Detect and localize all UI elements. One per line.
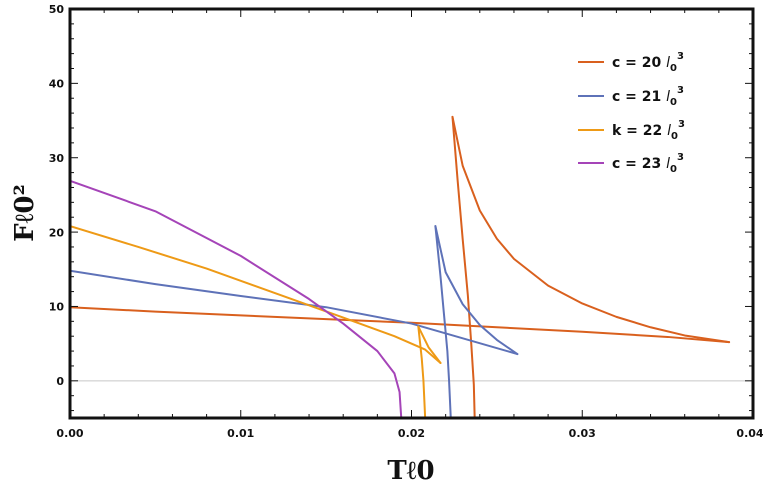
series-1-branch-0: [70, 269, 519, 356]
legend-label-3: c = 23 l03: [612, 152, 684, 175]
y-tick-label-3: 30: [49, 152, 65, 165]
y-tick-label-2: 20: [49, 226, 65, 239]
legend: c = 20 l03 c = 21 l03 k = 22 l03 c = 23 …: [578, 51, 685, 175]
series-layer: [70, 115, 731, 418]
x-tick-label-2: 0.02: [398, 427, 425, 440]
series-2-branch-2: [417, 325, 427, 418]
x-tick-label-4: 0.04: [736, 427, 763, 440]
legend-label-2: k = 22 l03: [612, 119, 685, 142]
legend-label-0: c = 20 l03: [612, 51, 684, 74]
x-axis-title: Tℓ0: [387, 456, 434, 485]
series-0-branch-1: [451, 115, 731, 344]
x-tick-label-3: 0.03: [569, 427, 596, 440]
x-tick-label-1: 0.01: [227, 427, 254, 440]
series-0-branch-0: [70, 306, 731, 344]
series-3-branch-0: [70, 179, 403, 418]
y-tick-label-4: 40: [49, 78, 65, 91]
series-2-branch-0: [70, 225, 442, 364]
y-tick-label-5: 50: [49, 3, 65, 16]
y-axis-title: Fℓ0²: [10, 184, 40, 242]
tick-layer: [69, 8, 754, 418]
series-0-branch-2: [451, 115, 476, 418]
legend-label-1: c = 21 l03: [612, 85, 684, 108]
x-tick-label-0: 0.00: [56, 427, 83, 440]
y-tick-label-1: 10: [49, 301, 65, 314]
series-1-branch-2: [434, 225, 452, 418]
series-2-branch-1: [417, 325, 442, 364]
y-tick-label-0: 0: [56, 375, 64, 388]
series-1-branch-1: [434, 225, 519, 356]
